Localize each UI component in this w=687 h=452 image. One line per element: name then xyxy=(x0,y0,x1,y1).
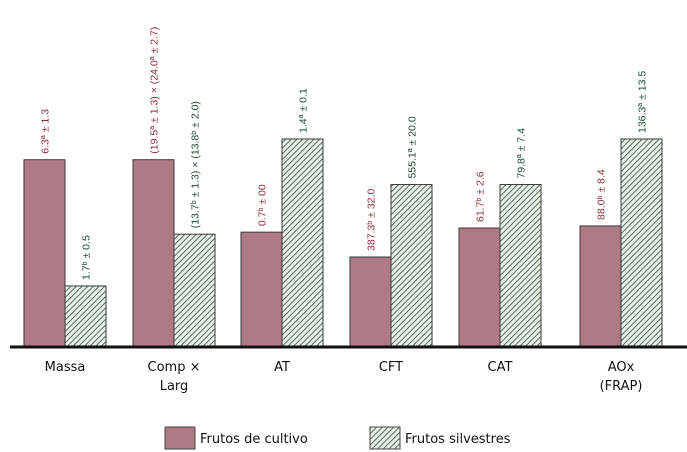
data-label-cultivo-cat: 61.7ᵇ ± 2.6 xyxy=(475,171,487,222)
x-tick-label-cft: CFT xyxy=(379,360,403,375)
legend-label-frutos-silvestres: Frutos silvestres xyxy=(405,432,511,447)
x-tick-label-massa: Massa xyxy=(45,360,86,375)
bar-silvestres-massa xyxy=(64,285,107,347)
data-label-silvestres-cat: 79.8ª ± 7.4 xyxy=(516,128,528,179)
data-label-silvestres-at: 1.4ª ± 0.1 xyxy=(298,88,310,133)
legend: Frutos de cultivo Frutos silvestres xyxy=(164,426,511,450)
bar-cultivo-cft xyxy=(349,256,392,347)
bar-cultivo-massa xyxy=(23,159,66,347)
legend-swatch-frutos-de-cultivo xyxy=(164,426,196,450)
data-label-cultivo-at: 0.7ᵇ ± 00 xyxy=(257,184,269,226)
bar-silvestres-cat xyxy=(499,184,542,347)
bar-silvestres-aox-frap xyxy=(620,138,663,347)
data-label-cultivo-cft: 387.3ᵇ ± 32.0 xyxy=(366,189,378,251)
bars-layer: 6.3ª ± 1.3 (19.5ª ± 1.3) × (24.0ª ± 2.7) 0… xyxy=(23,27,663,347)
bar-silvestres-at xyxy=(281,138,324,347)
bar-cultivo-cat xyxy=(458,227,501,347)
bar-silvestres-cft xyxy=(390,184,433,347)
legend-label-frutos-de-cultivo: Frutos de cultivo xyxy=(200,432,308,447)
bar-cultivo-comp-larg xyxy=(132,159,175,347)
x-tick-labels: Massa Comp × Larg AT CFT CAT AOx (FRAP) xyxy=(45,360,643,394)
bar-silvestres-comp-larg xyxy=(173,233,216,347)
x-tick-label-comp-larg: Comp × Larg xyxy=(148,360,201,394)
data-label-silvestres-massa: 1.7ᵇ ± 0.5 xyxy=(81,235,93,280)
bar-cultivo-aox-frap xyxy=(579,225,622,347)
data-label-silvestres-comp-larg: (13.7ᵇ ± 1.3) × (13.8ᵇ ± 2.0) xyxy=(190,101,202,228)
data-label-cultivo-aox-frap: 88.0ᵇ ± 8.4 xyxy=(596,169,608,220)
x-tick-label-at: AT xyxy=(274,360,290,375)
bar-cultivo-at xyxy=(240,231,283,347)
data-label-silvestres-cft: 555.1ª ± 20.0 xyxy=(407,116,419,178)
x-tick-label-aox-frap: AOx (FRAP) xyxy=(600,360,643,394)
data-label-silvestres-aox-frap: 136.3ª ± 13.5 xyxy=(637,71,649,133)
legend-swatch-frutos-silvestres xyxy=(369,426,401,450)
data-label-cultivo-comp-larg: (19.5ª ± 1.3) × (24.0ª ± 2.7) xyxy=(149,27,161,154)
x-tick-label-cat: CAT xyxy=(488,360,513,375)
data-label-cultivo-massa: 6.3ª ± 1.3 xyxy=(40,109,52,154)
